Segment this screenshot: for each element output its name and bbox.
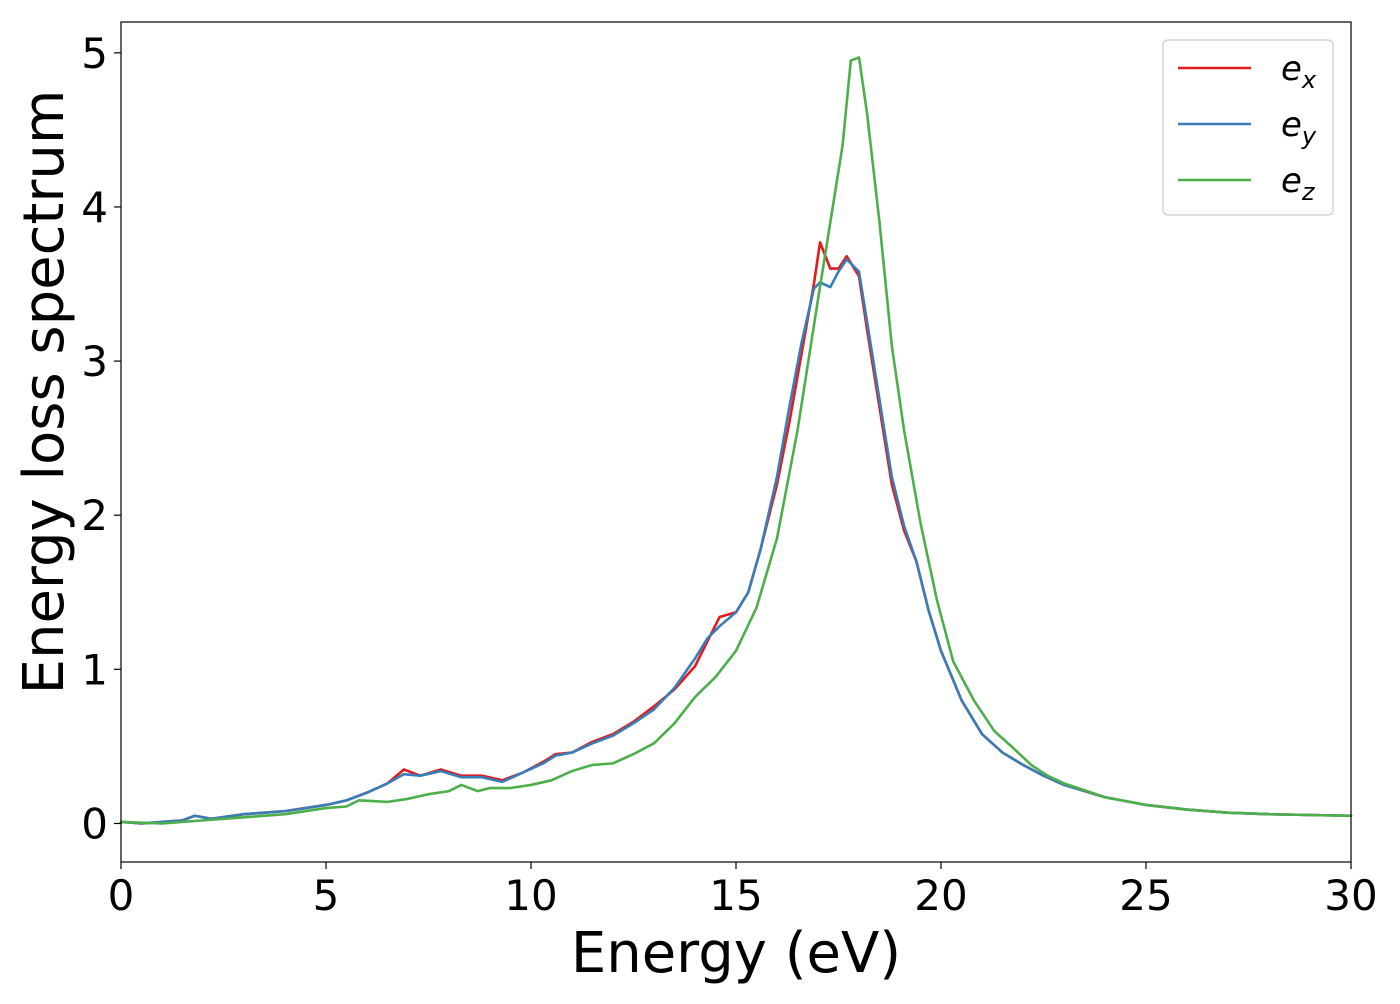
- series-layer: [119, 56, 1353, 825]
- legend-label-ey: ey: [1281, 105, 1317, 150]
- x-tick-label: 20: [914, 871, 967, 920]
- x-tick-label: 10: [504, 871, 557, 920]
- x-tick-label: 25: [1119, 871, 1172, 920]
- x-tick-label: 0: [108, 871, 135, 920]
- x-tick-label: 15: [709, 871, 762, 920]
- y-tick-label: 2: [81, 491, 108, 540]
- y-tick-label: 0: [81, 799, 108, 848]
- axes-layer: 0 5 10 15 20 25 30 0 1 2 3 4 5: [81, 21, 1378, 920]
- x-tick-label: 5: [313, 871, 340, 920]
- y-tick-label: 3: [81, 337, 108, 386]
- series-line-ey: [119, 258, 1353, 825]
- series-line-ez: [119, 56, 1353, 825]
- y-tick-label: 5: [81, 29, 108, 78]
- y-tick-label: 1: [81, 645, 108, 694]
- legend-label-ez: ez: [1281, 161, 1316, 206]
- x-axis-label: Energy (eV): [571, 921, 901, 986]
- plot-background: [121, 22, 1351, 862]
- legend-frame: [1162, 39, 1334, 216]
- y-tick-label: 4: [81, 183, 108, 232]
- plot-area: [121, 22, 1351, 862]
- y-axis-label: Energy loss spectrum: [12, 90, 77, 695]
- x-tick-label: 30: [1324, 871, 1377, 920]
- legend-label-ex: ex: [1281, 49, 1317, 94]
- legend: ex ey ez: [1162, 39, 1334, 216]
